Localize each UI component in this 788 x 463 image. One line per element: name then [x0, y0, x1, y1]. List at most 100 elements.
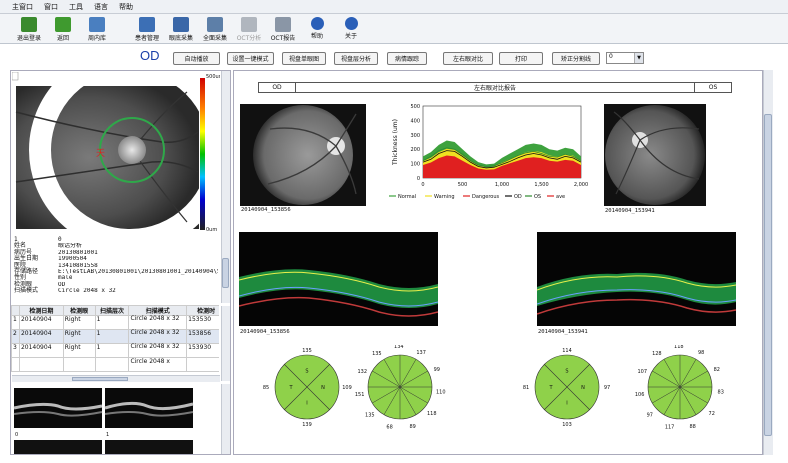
correct-segmentation-button[interactable]: 矫正分割线 [552, 52, 600, 65]
left-scroll-thumb[interactable] [222, 258, 229, 288]
fundus-os-image[interactable] [604, 104, 706, 206]
info-index: 1 [14, 236, 18, 243]
od-spoke [372, 370, 401, 388]
table-header[interactable]: 检测时 [186, 305, 219, 316]
info-row: 姓名 眼话分析 [14, 242, 219, 249]
table-header[interactable]: 扫描模式 [128, 305, 188, 316]
os-clock-value: 72 [709, 411, 715, 417]
print-button[interactable]: 打印 [499, 52, 543, 65]
os-divider [544, 364, 590, 410]
y-tick-label: 0 [417, 176, 420, 182]
thumb-scrollbar[interactable] [221, 384, 230, 454]
table-cell [94, 357, 130, 372]
x-tick-label: 2,000 [574, 182, 588, 188]
scale-top-label: 500um [206, 74, 220, 80]
od-value-i: 139 [302, 422, 312, 428]
dangerous-band [423, 155, 581, 178]
logout-icon [21, 17, 37, 32]
scale-bottom-label: 0um [206, 227, 217, 232]
od-value-t: 85 [263, 385, 269, 391]
eye-indicator: OD [140, 48, 160, 63]
menu-item-tools[interactable]: 工具 [69, 2, 83, 11]
table-row[interactable]: 2 20140904 Right 1 Circle 2048 x 32 153856 [11, 329, 219, 344]
disease-tracking-button[interactable]: 病情跟踪 [387, 52, 427, 65]
table-row[interactable]: 1 20140904 Right 1 Circle 2048 x 32 153530 [11, 315, 219, 330]
toolbar-button-9[interactable]: 关于 [334, 14, 368, 44]
menu-item-language[interactable]: 语言 [94, 2, 108, 11]
report-title: 左右眼对比报告 [295, 82, 695, 93]
os-clock-value: 118 [674, 345, 684, 350]
os-label-i: I [566, 401, 567, 407]
left-scrollbar[interactable] [221, 71, 230, 303]
library-icon [89, 17, 105, 32]
disc-layer-analysis-button[interactable]: 视盘层分析 [334, 52, 378, 65]
info-value: OD [58, 281, 66, 288]
table-cell-layer: 1 [94, 315, 130, 330]
info-row: 检测眼 OD [14, 281, 219, 288]
od-value-s: 135 [302, 348, 312, 354]
table-cell-eye: Right [62, 329, 96, 344]
table-hscroll-thumb[interactable] [72, 377, 128, 381]
table-hscrollbar[interactable] [12, 375, 220, 382]
table-header[interactable]: 检测日期 [18, 305, 64, 316]
report-os-header: OS [694, 82, 732, 93]
toolbar-button-3[interactable]: 患者管理 [130, 14, 164, 44]
chevron-down-icon[interactable]: ▼ [634, 53, 643, 63]
layer-select[interactable]: 0 ▼ [606, 52, 644, 64]
table-row[interactable]: 3 20140904 Right 1 Circle 2048 x 32 153930 [11, 343, 219, 358]
one-click-mode-button[interactable]: 设置一键模式 [227, 52, 274, 65]
toolbar-label: 患者管理 [134, 35, 159, 42]
toolbar-button-7[interactable]: OCT报告 [266, 14, 300, 44]
od-clock-value: 135 [365, 413, 375, 419]
report-scroll-thumb[interactable] [764, 114, 772, 436]
toolbar-button-4[interactable]: 眼底采集 [164, 14, 198, 44]
info-value: 19900504 [58, 256, 87, 263]
left-right-compare-button[interactable]: 左右眼对比 [443, 52, 493, 65]
oct-bscan-os[interactable] [537, 232, 736, 326]
od-label-n: N [321, 385, 325, 391]
table-header [11, 305, 20, 316]
table-cell-eye: Right [62, 315, 96, 330]
toolbar-label: 全面采集 [202, 35, 227, 42]
toolbar-button-6[interactable]: OCT分析 [232, 14, 266, 44]
os-line [422, 147, 582, 167]
toolbar-button-0[interactable]: 退出登录 [12, 14, 46, 44]
os-value-i: 103 [562, 422, 572, 428]
sector-diagrams: S T I N 135 85 139 109 135 134 137 99 110 118 89 68 135 1… [263, 345, 724, 431]
table-cell-date: 20140904 [18, 329, 64, 344]
od-clock-value: 132 [357, 369, 367, 375]
od-clock-value: 137 [416, 350, 426, 356]
menu-item-main[interactable]: 主窗口 [12, 2, 33, 11]
y-axis-label: Thickness (um) [392, 119, 399, 166]
table-header[interactable]: 检测眼 [62, 305, 96, 316]
table-header[interactable]: 扫描层次 [94, 305, 130, 316]
od-clock-value: 134 [394, 345, 404, 350]
info-key: 出生日期 [14, 255, 39, 263]
table-row[interactable]: Circle 2048 x [11, 357, 219, 372]
menu-item-help[interactable]: 帮助 [119, 2, 133, 11]
toolbar-button-1[interactable]: 返回 [46, 14, 80, 44]
table-scrollbar[interactable] [221, 306, 230, 381]
oct-thumbnail-strip[interactable]: 0 1 [12, 384, 219, 454]
oct-bscan-od[interactable] [239, 232, 438, 326]
table-cell-mode: Circle 2048 x 32 [128, 315, 188, 330]
toolbar-button-8[interactable]: 帮助 [300, 14, 334, 44]
table-cell-time: 153856 [186, 329, 219, 344]
fundus-image[interactable]: 天 500um 0um [11, 49, 231, 251]
os-clock-value: 107 [637, 369, 647, 375]
disc-marker: 天 [96, 148, 105, 158]
disc-single-eye-button[interactable]: 视盘单眼图 [282, 52, 326, 65]
toolbar-button-2[interactable]: 周内库 [80, 14, 114, 44]
od-clock-value: 118 [427, 411, 437, 417]
x-tick-label: 0 [421, 182, 424, 188]
toolbar-button-5[interactable]: 全面采集 [198, 14, 232, 44]
menu-item-window[interactable]: 窗口 [44, 2, 58, 11]
fundus-view: 天 500um 0um [11, 49, 231, 251]
table-cell [62, 357, 96, 372]
auto-play-button[interactable]: 自动播放 [173, 52, 220, 65]
od-divider [284, 364, 330, 410]
os-clock-value: 128 [652, 351, 662, 357]
patient-icon [139, 17, 155, 32]
fundus-od-image[interactable] [240, 104, 366, 206]
